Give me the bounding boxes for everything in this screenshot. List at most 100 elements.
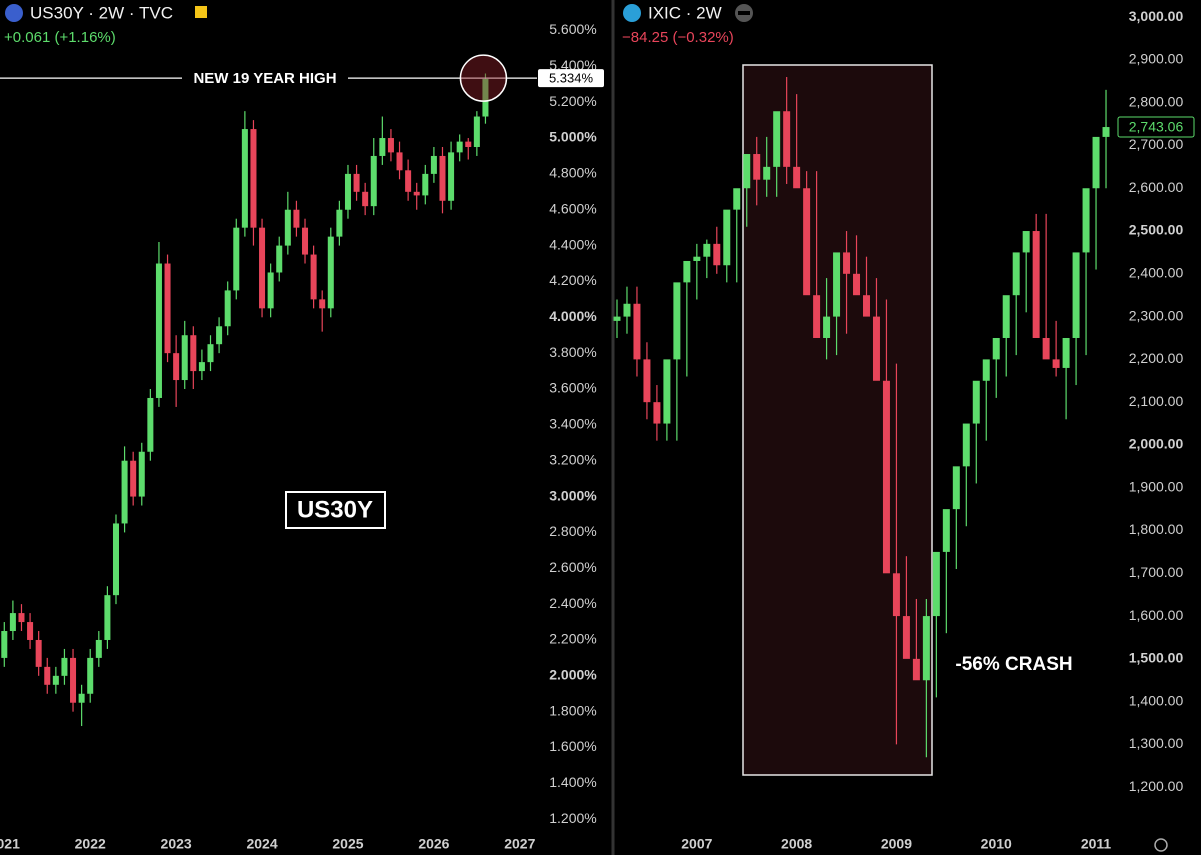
annotation: US30Y (297, 496, 373, 523)
candle-body (138, 451, 145, 497)
candle-body (310, 254, 317, 300)
candle-body (104, 595, 111, 640)
candle-body (972, 380, 980, 424)
candle-body (327, 236, 334, 309)
candle-body (1062, 337, 1070, 368)
candle-body (130, 460, 137, 497)
x-tick-label: 2025 (332, 836, 363, 852)
x-tick-label: 2009 (881, 836, 912, 852)
y-tick-label: 2,800.00 (1129, 93, 1184, 109)
y-tick-label: 1,600.00 (1129, 607, 1184, 623)
candle-body (992, 337, 1000, 360)
y-tick-label: 2.000% (549, 667, 597, 683)
y-tick-label: 3.200% (549, 451, 596, 467)
candle-body (190, 335, 197, 372)
candle-body (241, 129, 248, 228)
candle-body (892, 573, 900, 617)
hide-button-bar (738, 11, 750, 15)
candle-body (9, 613, 16, 632)
crash-box (742, 64, 933, 776)
flag-icon[interactable] (5, 4, 23, 22)
change: −84.25 (−0.32%) (622, 29, 734, 46)
candle-body (456, 141, 463, 153)
candle-body (1002, 295, 1010, 338)
candle-body (44, 666, 51, 685)
flag-marker[interactable] (195, 6, 207, 18)
y-tick-label: 3,000.00 (1129, 8, 1184, 24)
x-tick-label: 2023 (161, 836, 192, 852)
x-tick-label: 2010 (981, 836, 1012, 852)
candle-body (422, 173, 429, 196)
y-tick-label: 2.200% (549, 631, 596, 647)
y-tick-label: 2,700.00 (1129, 136, 1184, 152)
candle-body (353, 173, 360, 192)
candle-body (362, 191, 369, 207)
candle-body (1082, 188, 1090, 253)
y-tick-label: 5.400% (549, 57, 596, 73)
x-tick-label: 2011 (1081, 836, 1112, 852)
candle-body (319, 299, 326, 309)
candle-body (1, 631, 8, 658)
y-tick-label: 4.200% (549, 272, 596, 288)
candle-body (396, 152, 403, 171)
symbol[interactable]: IXIC · 2W (648, 3, 722, 22)
candle-body (863, 295, 870, 317)
candle-body (173, 353, 180, 381)
candle-body (793, 166, 801, 189)
candle-body (872, 316, 880, 381)
candle-body (703, 243, 711, 257)
y-tick-label: 2,600.00 (1129, 179, 1184, 195)
price-tag-label: 5.334% (549, 71, 594, 86)
y-tick-label: 3.400% (549, 416, 596, 432)
symbol[interactable]: US30Y · 2W · TVC (30, 3, 173, 22)
candle-body (87, 657, 94, 694)
candle-body (233, 227, 240, 291)
candle-body (962, 423, 970, 467)
candle-body (902, 616, 910, 659)
candle-body (912, 658, 920, 681)
candle-body (853, 273, 861, 296)
candle-body (613, 316, 621, 321)
x-tick-label: 2021 (0, 836, 20, 852)
price-tag-label: 2,743.06 (1129, 119, 1184, 135)
settings-icon[interactable] (1154, 838, 1168, 852)
candle-body (121, 460, 128, 524)
highlight-circle (459, 54, 508, 102)
x-tick-label: 2022 (75, 836, 106, 852)
candle-body (1022, 231, 1030, 253)
y-tick-label: 4.800% (549, 165, 596, 181)
candle-body (465, 141, 472, 147)
candle-body (405, 170, 412, 192)
candle-body (259, 227, 266, 309)
candle-body (663, 359, 671, 424)
y-tick-label: 2,000.00 (1129, 436, 1184, 452)
y-tick-label: 2,200.00 (1129, 350, 1184, 366)
candle-body (982, 359, 990, 381)
candle-body (430, 155, 437, 174)
y-tick-label: 1.400% (549, 774, 596, 790)
y-tick-label: 1.600% (549, 738, 596, 754)
price-tag (1117, 116, 1195, 138)
candle-body (413, 191, 420, 196)
y-tick-label: 1,800.00 (1129, 521, 1184, 537)
candle-body (763, 166, 771, 180)
candle-body (164, 263, 171, 354)
x-tick-label: 2027 (504, 836, 535, 852)
y-tick-label: 2.400% (549, 595, 596, 611)
candle-body (267, 272, 274, 309)
candle-body (623, 303, 631, 317)
y-tick-label: 5.200% (549, 93, 596, 109)
x-tick-label: 2007 (681, 836, 712, 852)
candle-body (78, 693, 85, 703)
candle-body (198, 362, 205, 372)
symbol-icon[interactable] (623, 4, 641, 22)
candle-body (833, 252, 841, 317)
y-tick-label: 3.000% (549, 487, 597, 503)
candle-body (673, 282, 681, 360)
candle-body (95, 639, 102, 658)
candle-body (155, 263, 162, 398)
y-tick-label: 4.000% (549, 308, 597, 324)
highlight-label-bg (182, 68, 348, 89)
candle-body (224, 290, 231, 327)
